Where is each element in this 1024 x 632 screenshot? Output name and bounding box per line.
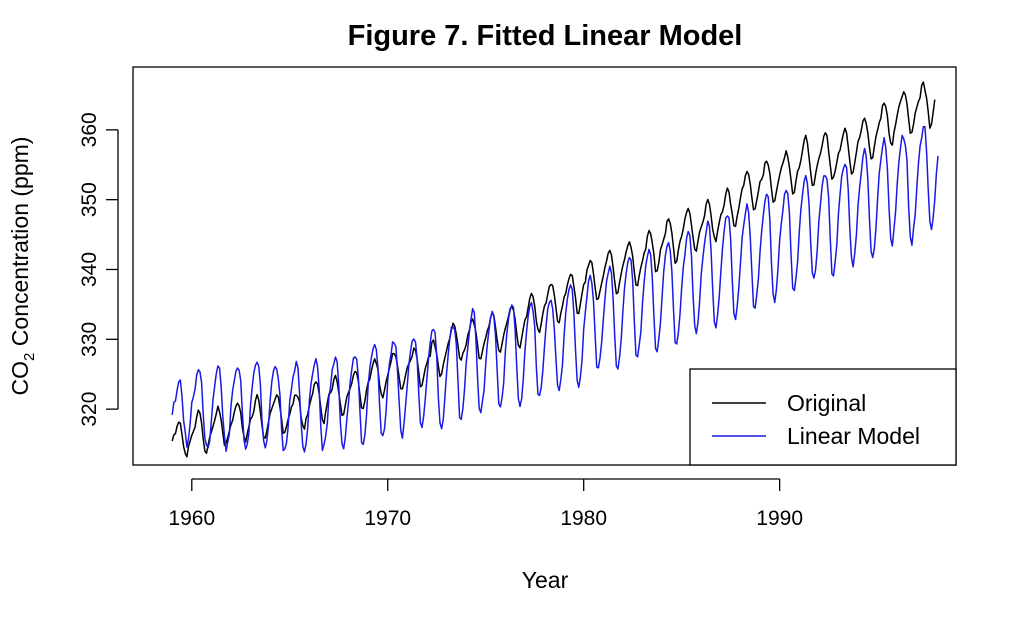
legend-box — [689, 368, 957, 466]
y-axis-label-subscript: 2 — [21, 353, 38, 361]
y-axis-label-prefix: CO — [7, 361, 33, 396]
series-group — [171, 81, 939, 458]
y-tick-label-340: 340 — [78, 252, 101, 287]
chart-title: Figure 7. Fitted Linear Model — [348, 20, 743, 52]
y-tick-label-350: 350 — [78, 182, 101, 217]
x-axis: 1960 1970 1980 1990 — [168, 478, 803, 530]
y-axis: 320 330 340 350 360 — [78, 112, 119, 427]
y-tick-label-320: 320 — [78, 392, 101, 427]
legend-label-original: Original — [787, 390, 866, 416]
x-tick-label-1960: 1960 — [168, 507, 215, 530]
legend-label-linear-model: Linear Model — [787, 423, 920, 449]
y-tick-label-330: 330 — [78, 322, 101, 357]
plot-area — [132, 66, 957, 466]
y-axis-label: CO2 Concentration (ppm) — [7, 137, 38, 396]
x-tick-label-1970: 1970 — [364, 507, 411, 530]
x-axis-label: Year — [522, 567, 569, 593]
x-tick-label-1990: 1990 — [756, 507, 803, 530]
y-tick-label-360: 360 — [78, 112, 101, 147]
x-tick-label-1980: 1980 — [560, 507, 607, 530]
series-line-linear-model — [171, 125, 939, 453]
y-axis-label-suffix: Concentration (ppm) — [7, 137, 33, 353]
legend: Original Linear Model — [689, 368, 957, 466]
